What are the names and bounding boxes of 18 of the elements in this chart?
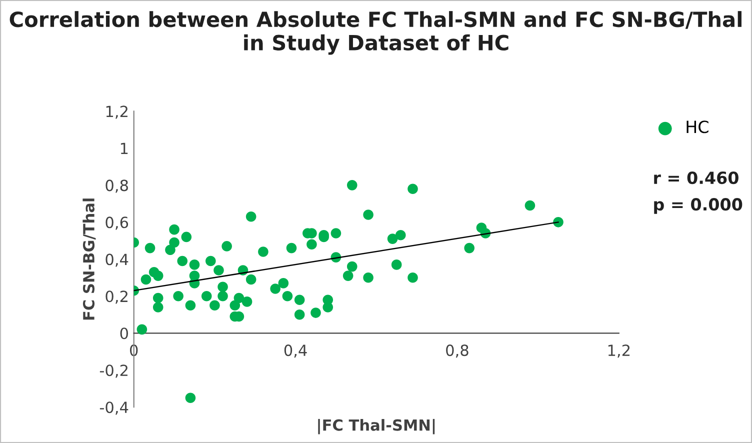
- y-tick-label: -0,2: [100, 364, 128, 378]
- x-axis-title: |FC Thal-SMN|: [318, 418, 435, 434]
- y-tick-label: 0,2: [106, 290, 128, 304]
- x-tick-label: 1,2: [608, 344, 630, 358]
- y-tick-label: 0: [120, 328, 128, 340]
- text: p = 0.000: [654, 198, 742, 214]
- legend-label: HC: [686, 120, 708, 134]
- y-tick-label: 0,4: [106, 254, 128, 267]
- chart-title: Correlation between Absolute FC Thal-SMN and FC SN-BG/Thal in Study Dataset of HC: [10, 11, 742, 55]
- text: r = 0.460: [654, 171, 738, 184]
- y-tick-label: 1,2: [106, 106, 128, 119]
- y-tick-label: 1: [120, 142, 128, 154]
- x-tick-label: 0,4: [284, 344, 307, 358]
- x-tick-label: 0,8: [446, 344, 468, 358]
- y-tick-label: 0,8: [106, 180, 128, 193]
- y-tick-label: 0,6: [106, 216, 128, 230]
- y-tick-label: -0,4: [100, 402, 128, 415]
- y-axis-title: FC SN-BG/Thal: [82, 198, 96, 320]
